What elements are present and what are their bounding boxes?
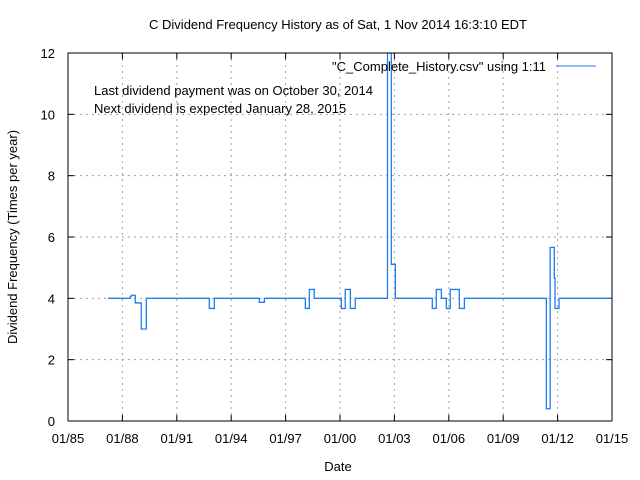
x-tick-label: 01/03 xyxy=(378,431,411,446)
y-tick-label: 2 xyxy=(48,353,55,368)
chart-title: C Dividend Frequency History as of Sat, … xyxy=(149,17,527,32)
annotation-next-dividend: Next dividend is expected January 28, 20… xyxy=(94,101,346,116)
y-tick-label: 12 xyxy=(41,46,55,61)
x-tick-label: 01/15 xyxy=(596,431,629,446)
y-tick-labels: 0 2 4 6 8 10 12 xyxy=(41,46,55,429)
x-tick-label: 01/88 xyxy=(106,431,139,446)
x-tick-label: 01/91 xyxy=(161,431,194,446)
x-tick-label: 01/00 xyxy=(324,431,357,446)
legend-label: "C_Complete_History.csv" using 1:11 xyxy=(332,59,546,74)
y-axis-label: Dividend Frequency (Times per year) xyxy=(5,130,20,344)
x-tick-label: 01/94 xyxy=(215,431,248,446)
series-layer xyxy=(108,53,612,410)
x-tick-label: 01/06 xyxy=(433,431,466,446)
x-tick-label: 01/09 xyxy=(487,431,520,446)
annotation-last-payment: Last dividend payment was on October 30,… xyxy=(94,83,373,98)
grid xyxy=(68,53,612,421)
x-tick-labels: 01/85 01/88 01/91 01/94 01/97 01/00 01/03 01/06… xyxy=(52,431,629,446)
x-tick-label: 01/12 xyxy=(541,431,574,446)
x-tick-label: 01/97 xyxy=(269,431,302,446)
x-axis-label: Date xyxy=(324,459,351,474)
plot-border xyxy=(67,52,613,422)
series-line xyxy=(108,53,612,410)
y-tick-label: 6 xyxy=(48,230,55,245)
y-tick-label: 0 xyxy=(48,414,55,429)
x-tick-label: 01/85 xyxy=(52,431,85,446)
y-tick-label: 10 xyxy=(41,107,55,122)
y-tick-label: 4 xyxy=(48,291,55,306)
y-tick-label: 8 xyxy=(48,169,55,184)
